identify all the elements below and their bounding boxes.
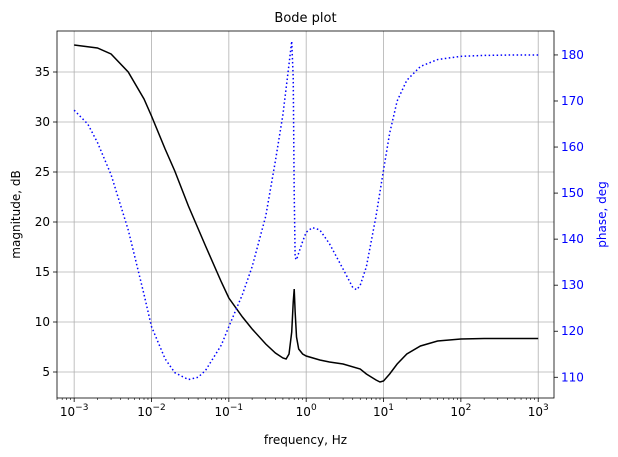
y-tick-label: 25 [35,165,50,179]
y-right-tick-label: 170 [561,94,584,108]
y-tick-label: 5 [42,365,50,379]
y-tick-label: 15 [35,265,50,279]
x-tick-label: 10−2 [137,403,166,419]
y-axis-label-left: magnitude, dB [9,170,23,258]
y-right-tick-label: 120 [561,324,584,338]
x-tick-label: 103 [528,403,549,419]
x-tick-label: 10−1 [215,403,244,419]
y-right-tick-label: 150 [561,186,584,200]
y-right-tick-label: 160 [561,140,584,154]
x-tick-label: 100 [296,403,317,419]
y-tick-label: 30 [35,115,50,129]
y-right-tick-label: 140 [561,232,584,246]
y-tick-label: 10 [35,315,50,329]
y-tick-label: 35 [35,65,50,79]
y-right-tick-label: 130 [561,278,584,292]
x-axis-label: frequency, Hz [264,433,347,447]
y-tick-label: 20 [35,215,50,229]
y-right-tick-label: 180 [561,48,584,62]
x-tick-label: 10−3 [60,403,89,419]
grid-lines [57,31,554,398]
axis-ticks: 10−3 10−2 10−1 100 101 102 103 5 10 15 20 25 30 35 110… [35,48,584,419]
chart-title: Bode plot [274,11,336,26]
y-axis-label-right: phase, deg [595,181,609,247]
series-layer [73,41,539,383]
plot-frame [56,30,555,399]
x-tick-label: 102 [450,403,471,419]
x-tick-label: 101 [373,403,394,419]
y-right-tick-label: 110 [561,370,584,384]
magnitude-series-line [74,44,539,383]
